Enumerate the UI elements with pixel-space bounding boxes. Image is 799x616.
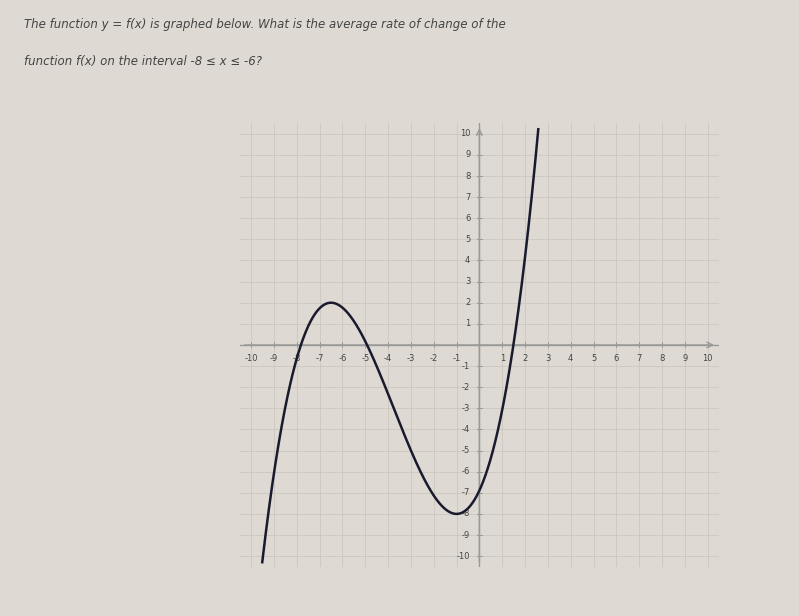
Text: 3: 3 bbox=[545, 354, 551, 363]
Text: -6: -6 bbox=[338, 354, 347, 363]
Text: -8: -8 bbox=[462, 509, 471, 519]
Text: The function y = f(x) is graphed below. What is the average rate of change of th: The function y = f(x) is graphed below. … bbox=[24, 18, 506, 31]
Text: 3: 3 bbox=[465, 277, 471, 286]
Text: 2: 2 bbox=[465, 298, 471, 307]
Text: -6: -6 bbox=[462, 467, 471, 476]
Text: -4: -4 bbox=[462, 425, 471, 434]
Text: 4: 4 bbox=[568, 354, 574, 363]
Text: -2: -2 bbox=[462, 383, 471, 392]
Text: 6: 6 bbox=[465, 214, 471, 223]
Text: 4: 4 bbox=[465, 256, 471, 265]
Text: 6: 6 bbox=[614, 354, 619, 363]
Text: 7: 7 bbox=[637, 354, 642, 363]
Text: 10: 10 bbox=[702, 354, 713, 363]
Text: 5: 5 bbox=[465, 235, 471, 244]
Text: 7: 7 bbox=[465, 193, 471, 201]
Text: -8: -8 bbox=[292, 354, 301, 363]
Text: 2: 2 bbox=[523, 354, 527, 363]
Text: -1: -1 bbox=[462, 362, 471, 371]
Text: -3: -3 bbox=[462, 404, 471, 413]
Text: -5: -5 bbox=[361, 354, 369, 363]
Text: 10: 10 bbox=[459, 129, 471, 138]
Text: -1: -1 bbox=[452, 354, 461, 363]
Text: -5: -5 bbox=[462, 446, 471, 455]
Text: -4: -4 bbox=[384, 354, 392, 363]
Text: 9: 9 bbox=[465, 150, 471, 160]
Text: 9: 9 bbox=[682, 354, 687, 363]
Text: -7: -7 bbox=[462, 488, 471, 497]
Text: function f(x) on the interval -8 ≤ x ≤ -6?: function f(x) on the interval -8 ≤ x ≤ -… bbox=[24, 55, 262, 68]
Text: -2: -2 bbox=[430, 354, 438, 363]
Text: -10: -10 bbox=[457, 552, 471, 561]
Text: 1: 1 bbox=[499, 354, 505, 363]
Text: -7: -7 bbox=[316, 354, 324, 363]
Text: -9: -9 bbox=[462, 530, 471, 540]
Text: 8: 8 bbox=[465, 171, 471, 180]
Text: 5: 5 bbox=[591, 354, 596, 363]
Text: 8: 8 bbox=[659, 354, 665, 363]
Text: -10: -10 bbox=[244, 354, 258, 363]
Text: -3: -3 bbox=[407, 354, 415, 363]
Text: -9: -9 bbox=[270, 354, 278, 363]
Text: 1: 1 bbox=[465, 319, 471, 328]
